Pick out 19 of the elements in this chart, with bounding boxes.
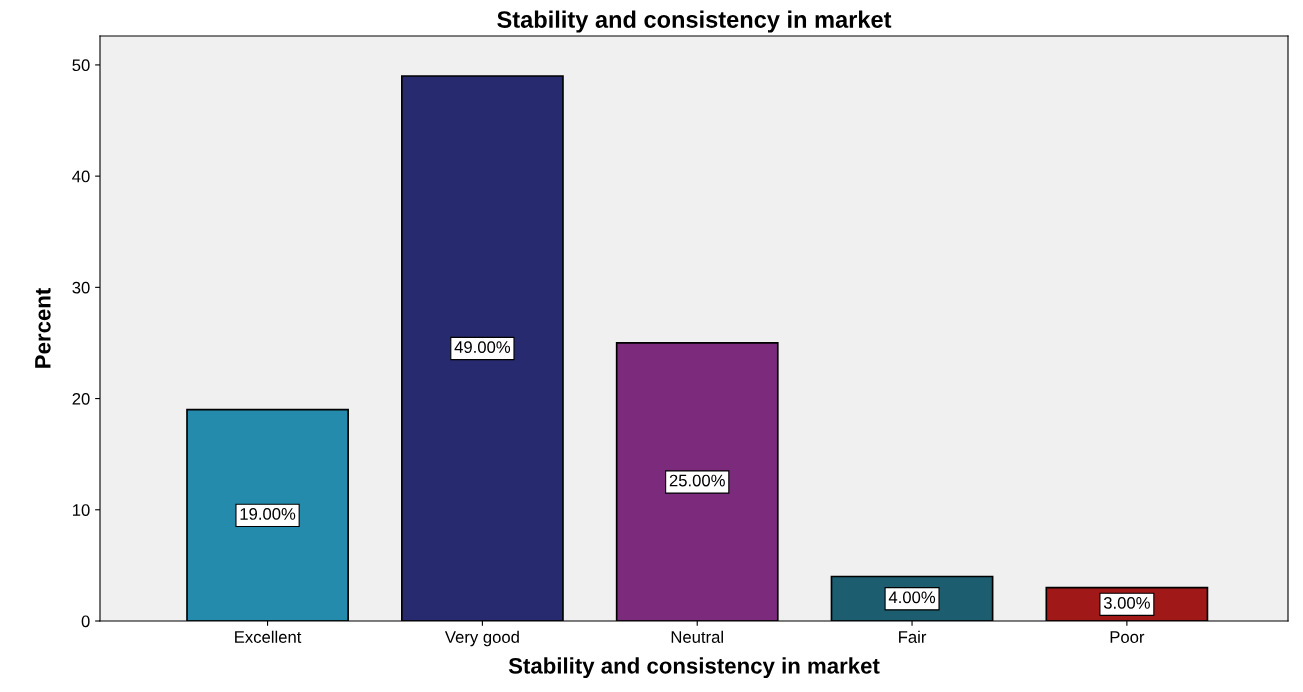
y-tick-label: 10	[73, 504, 90, 516]
chart-title: Stability and consistency in market	[497, 10, 892, 33]
data-label: 3.00%	[1103, 596, 1150, 609]
data-label: 19.00%	[240, 508, 296, 520]
x-tick-label: Excellent	[235, 630, 302, 643]
x-axis-title: Stability and consistency in market	[508, 657, 880, 679]
data-label: 25.00%	[669, 474, 725, 487]
x-tick-label: Poor	[1110, 631, 1145, 643]
y-axis-title: Percent	[35, 288, 51, 368]
y-tick-label: 50	[72, 59, 90, 72]
y-tick-label: 0	[81, 615, 90, 628]
y-tick-label: 20	[72, 392, 90, 405]
y-tick-label: 40	[72, 170, 90, 183]
data-label: 49.00%	[454, 341, 511, 353]
x-tick-label: Neutral	[671, 630, 723, 643]
data-label: 4.00%	[888, 591, 936, 604]
x-tick-label: Fair	[899, 630, 927, 643]
x-tick-label: Very good	[444, 630, 519, 647]
y-tick-label: 30	[72, 281, 90, 294]
